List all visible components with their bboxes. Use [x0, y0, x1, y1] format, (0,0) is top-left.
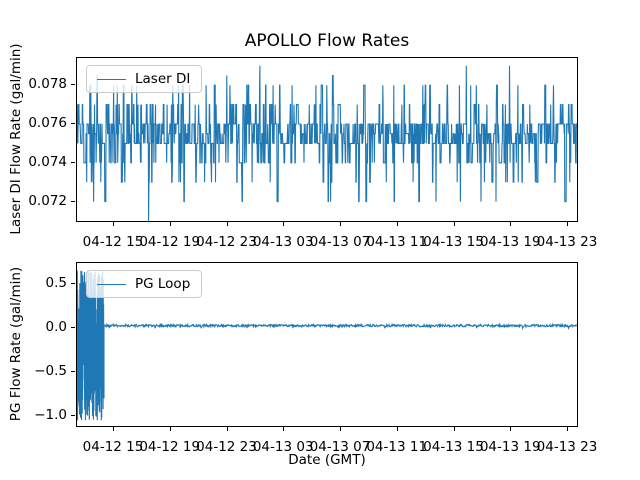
x-tick-label: 04-13 03 — [252, 234, 314, 250]
y-tick-mark — [71, 84, 75, 86]
y-tick-mark — [71, 200, 75, 202]
x-tick-mark — [340, 222, 341, 226]
y-tick-label: −0.5 — [34, 363, 67, 379]
y-tick-label: 0.074 — [28, 153, 67, 170]
x-tick-label: 04-13 07 — [309, 439, 371, 455]
y-tick-mark — [71, 161, 75, 163]
x-tick-label: 04-12 23 — [196, 439, 257, 455]
y-tick-label: 0.0 — [45, 318, 67, 335]
x-tick-label: 04-13 23 — [536, 234, 598, 250]
laser-di-legend: Laser DI — [86, 65, 203, 93]
x-tick-label: 04-13 07 — [309, 234, 371, 250]
x-tick-label: 04-13 11 — [366, 234, 428, 250]
x-tick-mark — [510, 427, 512, 431]
laser-di-line-plot — [77, 65, 577, 221]
pg-loop-axes: PG Loop — [76, 262, 578, 427]
x-axis-label: Date (GMT) — [288, 452, 366, 468]
x-tick-mark — [169, 427, 171, 431]
x-tick-mark — [510, 222, 512, 226]
x-tick-label: 04-12 15 — [82, 234, 144, 250]
x-tick-mark — [340, 427, 341, 431]
x-tick-mark — [396, 222, 398, 226]
y-tick-label: 0.076 — [28, 115, 67, 131]
x-tick-label: 04-12 19 — [139, 234, 201, 250]
x-tick-label: 04-13 19 — [479, 234, 541, 250]
x-tick-label: 04-13 15 — [423, 439, 484, 455]
y-tick-mark — [71, 123, 75, 124]
x-tick-label: 04-13 23 — [536, 439, 598, 455]
x-tick-mark — [283, 427, 285, 431]
laser-di-axes: Laser DI — [76, 57, 578, 222]
laser-di-legend-label: Laser DI — [135, 71, 191, 87]
x-tick-mark — [567, 222, 568, 226]
series-line-0 — [77, 65, 577, 221]
pg-loop-legend-label: PG Loop — [135, 276, 191, 292]
y-tick-mark — [71, 282, 75, 284]
chart-title: APOLLO Flow Rates — [244, 31, 410, 51]
y-tick-label: −1.0 — [34, 407, 67, 424]
x-tick-mark — [396, 427, 398, 431]
x-tick-mark — [226, 427, 228, 431]
y-tick-label: 0.078 — [28, 76, 67, 93]
x-tick-mark — [113, 427, 114, 431]
x-tick-label: 04-13 15 — [423, 234, 484, 250]
x-tick-mark — [453, 222, 455, 226]
x-tick-mark — [226, 222, 228, 226]
x-tick-label: 04-13 19 — [479, 439, 541, 455]
x-tick-label: 04-12 19 — [139, 439, 201, 455]
x-tick-label: 04-13 11 — [366, 439, 428, 455]
x-tick-label: 04-13 03 — [252, 439, 314, 455]
x-tick-mark — [567, 427, 568, 431]
x-tick-mark — [169, 222, 171, 226]
x-tick-mark — [283, 222, 285, 226]
pg-loop-legend: PG Loop — [86, 270, 203, 298]
x-tick-label: 04-12 23 — [196, 234, 257, 250]
y-tick-label: 0.072 — [28, 192, 67, 209]
y-tick-label: 0.5 — [45, 274, 67, 291]
y-tick-mark — [71, 371, 75, 372]
y-tick-mark — [71, 415, 75, 417]
x-tick-mark — [113, 222, 114, 226]
x-tick-label: 04-12 15 — [82, 439, 144, 455]
y-tick-mark — [71, 326, 75, 328]
pg-loop-legend-line-icon — [97, 283, 126, 285]
x-tick-mark — [453, 427, 455, 431]
laser-di-legend-line-icon — [97, 78, 126, 80]
